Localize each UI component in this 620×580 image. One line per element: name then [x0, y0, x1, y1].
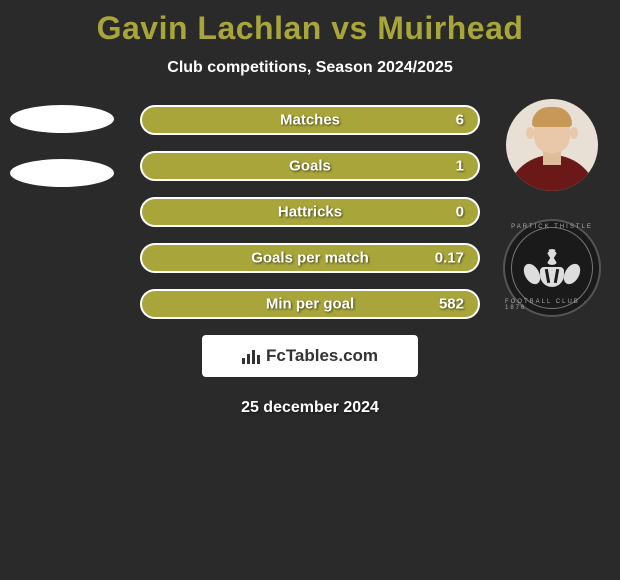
stat-value: 0: [456, 204, 464, 221]
stat-bar: Goals 1: [140, 151, 480, 181]
stat-value: 1: [456, 158, 464, 175]
brand-badge: FcTables.com: [202, 335, 418, 377]
stat-bar: Matches 6: [140, 105, 480, 135]
club-crest: PARTICK THISTLE FOOTBALL CLUB · 1876: [503, 219, 601, 317]
stat-label: Hattricks: [278, 204, 342, 221]
stat-bar: Hattricks 0: [140, 197, 480, 227]
stat-label: Goals per match: [251, 250, 369, 267]
stat-value: 6: [456, 112, 464, 129]
left-player-column: [8, 105, 118, 213]
stat-bar: Min per goal 582: [140, 289, 480, 319]
bar-chart-icon: [242, 348, 260, 364]
player-photo-placeholder: [10, 105, 114, 133]
player-photo: [506, 99, 598, 191]
stat-value: 582: [439, 296, 464, 313]
right-player-column: PARTICK THISTLE FOOTBALL CLUB · 1876: [502, 99, 602, 317]
stat-label: Min per goal: [266, 296, 354, 313]
page-title: Gavin Lachlan vs Muirhead: [0, 0, 620, 47]
stat-value: 0.17: [435, 250, 464, 267]
subtitle: Club competitions, Season 2024/2025: [0, 59, 620, 77]
stat-label: Goals: [289, 158, 331, 175]
comparison-content: PARTICK THISTLE FOOTBALL CLUB · 1876 Mat…: [0, 105, 620, 417]
date-label: 25 december 2024: [0, 399, 620, 417]
brand-name: FcTables.com: [266, 346, 378, 366]
thistle-icon: [529, 245, 575, 291]
stat-label: Matches: [280, 112, 340, 129]
stats-bars: Matches 6 Goals 1 Hattricks 0 Goals per …: [140, 105, 480, 319]
club-crest-placeholder: [10, 159, 114, 187]
stat-bar: Goals per match 0.17: [140, 243, 480, 273]
